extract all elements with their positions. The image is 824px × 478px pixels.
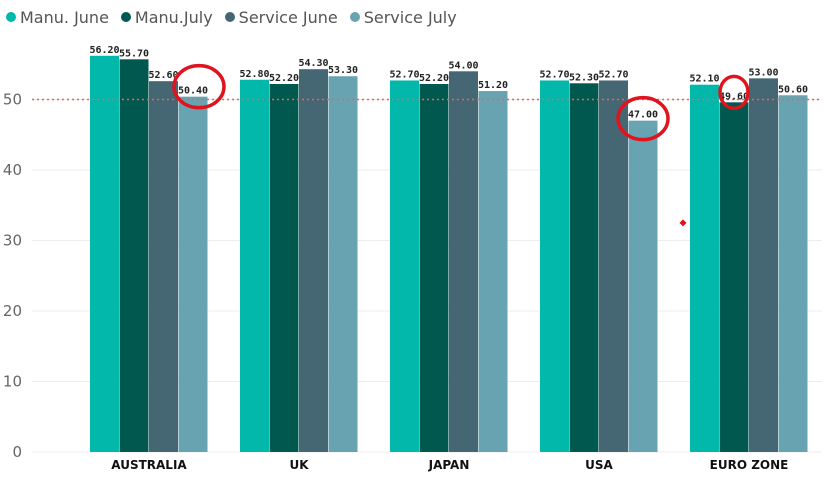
data-label: 54.00 [448, 60, 478, 71]
bar-uk-manu-july [269, 83, 299, 453]
y-tick-label: 50 [3, 91, 22, 109]
bar-usa-manu-june [540, 80, 569, 452]
x-category-label: AUSTRALIA [111, 458, 187, 472]
bar-australia-service-july [178, 96, 208, 453]
legend-item-service-june[interactable]: Service June [224, 7, 338, 27]
legend-label: Manu. June [20, 7, 109, 27]
y-tick-label: 20 [3, 302, 22, 320]
bar-japan-service-july [478, 91, 508, 452]
data-label: 50.60 [778, 84, 808, 95]
y-tick-label: 40 [3, 161, 22, 179]
legend-label: Manu.July [134, 7, 213, 27]
data-label: 55.70 [119, 48, 149, 59]
bar-australia-manu-june [90, 55, 119, 452]
legend-marker [349, 12, 360, 22]
data-label: 52.70 [539, 69, 569, 80]
bar-australia-service-june [149, 81, 178, 453]
data-label: 52.20 [419, 73, 449, 84]
data-label: 49.60 [719, 91, 749, 102]
bar-euro-zone-manu-july [719, 102, 749, 452]
x-category-label: UK [289, 458, 309, 472]
bar-japan-manu-july [419, 83, 449, 453]
bar-usa-service-june [599, 80, 628, 452]
data-label: 53.00 [748, 67, 778, 78]
legend-item-manu-june[interactable]: Manu. June [6, 8, 109, 27]
y-tick-label: 30 [3, 232, 22, 250]
data-label: 52.70 [389, 69, 419, 80]
bar-japan-manu-june [390, 80, 419, 452]
data-label: 56.20 [89, 45, 119, 56]
data-label: 52.10 [689, 74, 719, 85]
bar-uk-service-july [328, 76, 358, 453]
highlight-circle [172, 63, 226, 110]
data-label: 52.60 [148, 70, 178, 81]
data-label: 50.40 [178, 86, 208, 97]
x-category-label: JAPAN [428, 458, 470, 472]
legend-item-service-july[interactable]: Service July [349, 7, 457, 27]
legend-label: Service July [363, 7, 457, 27]
bar-euro-zone-service-june [749, 78, 778, 452]
highlight-circle [718, 74, 750, 111]
bar-euro-zone-service-july [778, 95, 808, 453]
chart-legend: Manu. June Manu.July Service June Service J… [6, 6, 457, 28]
bar-usa-manu-july [569, 83, 599, 452]
data-label: 52.20 [269, 73, 299, 84]
data-label: 52.80 [239, 69, 269, 80]
data-label: 51.20 [478, 80, 508, 91]
legend-marker [224, 12, 235, 22]
data-label: 47.00 [628, 110, 658, 121]
data-label: 52.30 [569, 72, 599, 83]
legend-marker [120, 12, 131, 22]
bar-japan-service-june [449, 71, 478, 453]
legend-item-manu-july[interactable]: Manu.July [120, 7, 213, 27]
highlight-circle [616, 95, 670, 142]
legend-label: Service June [238, 7, 338, 27]
data-label: 53.30 [328, 65, 358, 76]
bar-australia-manu-july [119, 59, 149, 452]
x-category-label: EURO ZONE [710, 458, 789, 472]
bar-uk-manu-june [240, 79, 269, 452]
x-category-label: USA [585, 458, 613, 472]
y-tick-label: 0 [12, 443, 22, 461]
bar-euro-zone-manu-june [690, 84, 719, 452]
data-label: 54.30 [298, 58, 328, 69]
bar-usa-service-july [628, 120, 658, 453]
marker-dot [679, 219, 687, 227]
bar-uk-service-june [299, 69, 328, 452]
data-label: 52.70 [598, 69, 628, 80]
y-tick-label: 10 [3, 373, 22, 391]
legend-marker [6, 12, 16, 22]
